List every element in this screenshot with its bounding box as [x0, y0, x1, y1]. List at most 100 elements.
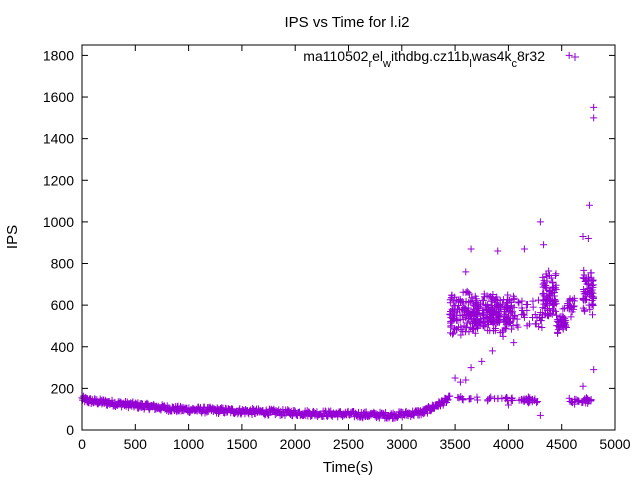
- x-tick-label: 0: [78, 436, 86, 452]
- data-point: [520, 310, 528, 318]
- data-point: [474, 396, 482, 404]
- data-point: [482, 315, 490, 323]
- data-point: [487, 297, 495, 305]
- data-point: [579, 232, 587, 240]
- data-point: [565, 51, 573, 59]
- plot-frame: [81, 44, 616, 431]
- data-point: [501, 313, 509, 321]
- x-axis-title: Time(s): [323, 459, 373, 476]
- data-point: [544, 312, 552, 320]
- data-point: [580, 290, 588, 298]
- legend-label-part: 8r32: [517, 48, 545, 64]
- data-point: [510, 339, 518, 347]
- legend-label-part: l: [469, 58, 471, 70]
- data-point: [471, 329, 479, 337]
- data-point: [589, 311, 597, 319]
- data-point: [484, 305, 492, 313]
- y-tick-label: 0: [66, 422, 74, 438]
- data-point: [535, 323, 543, 331]
- data-point: [495, 313, 503, 321]
- data-point: [507, 303, 515, 311]
- data-point: [446, 392, 454, 400]
- data-point: [550, 306, 558, 314]
- data-point: [569, 399, 577, 407]
- data-point: [538, 324, 546, 332]
- data-point: [447, 313, 455, 321]
- data-point: [536, 411, 544, 419]
- y-tick-label: 1800: [43, 47, 74, 63]
- data-point: [454, 394, 462, 402]
- data-point: [499, 332, 507, 340]
- data-point: [480, 293, 488, 301]
- data-point: [529, 303, 537, 311]
- data-point: [565, 394, 573, 402]
- data-point: [583, 280, 591, 288]
- data-point: [449, 330, 457, 338]
- data-point: [488, 347, 496, 355]
- data-point: [557, 321, 565, 329]
- data-point: [520, 245, 528, 253]
- data-point: [585, 201, 593, 209]
- data-point: [467, 324, 475, 332]
- data-point: [543, 294, 551, 302]
- data-point: [508, 394, 516, 402]
- data-point: [465, 290, 473, 298]
- data-point: [568, 308, 576, 316]
- data-point: [420, 410, 428, 418]
- data-point: [462, 328, 470, 336]
- x-tick-label: 4000: [493, 436, 524, 452]
- legend-label-part: ithdbg.cz11b: [391, 48, 470, 64]
- data-point: [487, 317, 495, 325]
- data-point: [581, 307, 589, 315]
- data-point: [590, 103, 598, 111]
- data-point: [486, 314, 494, 322]
- y-tick-label: 200: [51, 380, 75, 396]
- data-point: [467, 364, 475, 372]
- data-point: [572, 396, 580, 404]
- legend-label-part: was4k: [471, 48, 513, 64]
- data-point: [502, 321, 510, 329]
- data-point: [533, 399, 541, 407]
- data-point: [536, 218, 544, 226]
- data-point: [579, 304, 587, 312]
- data-point: [307, 412, 315, 420]
- data-point: [589, 281, 597, 289]
- data-point: [520, 397, 528, 405]
- data-point: [552, 271, 560, 279]
- data-point: [545, 267, 553, 275]
- data-point: [575, 397, 583, 405]
- data-point: [503, 296, 511, 304]
- data-point: [587, 274, 595, 282]
- data-point: [504, 312, 512, 320]
- data-point: [590, 366, 598, 374]
- data-point: [580, 286, 588, 294]
- data-point: [476, 318, 484, 326]
- data-point: [457, 331, 465, 339]
- data-point: [501, 324, 509, 332]
- data-point: [284, 406, 292, 414]
- data-point: [462, 323, 470, 331]
- y-tick-label: 1600: [43, 89, 74, 105]
- data-point: [582, 276, 590, 284]
- data-point: [589, 302, 597, 310]
- legend-label-part: w: [382, 58, 391, 70]
- data-point: [542, 284, 550, 292]
- data-point: [502, 299, 510, 307]
- data-point: [473, 321, 481, 329]
- data-point: [478, 296, 486, 304]
- data-point: [496, 296, 504, 304]
- data-point: [539, 273, 547, 281]
- data-point: [539, 290, 547, 298]
- data-point: [462, 289, 470, 297]
- x-tick-label: 5000: [599, 436, 630, 452]
- data-point: [549, 301, 557, 309]
- data-point: [447, 322, 455, 330]
- data-point: [524, 301, 532, 309]
- data-point: [531, 310, 539, 318]
- data-point: [590, 114, 598, 122]
- data-point: [554, 328, 562, 336]
- data-point: [510, 295, 518, 303]
- data-point: [468, 294, 476, 302]
- data-point: [513, 321, 521, 329]
- data-point: [579, 295, 587, 303]
